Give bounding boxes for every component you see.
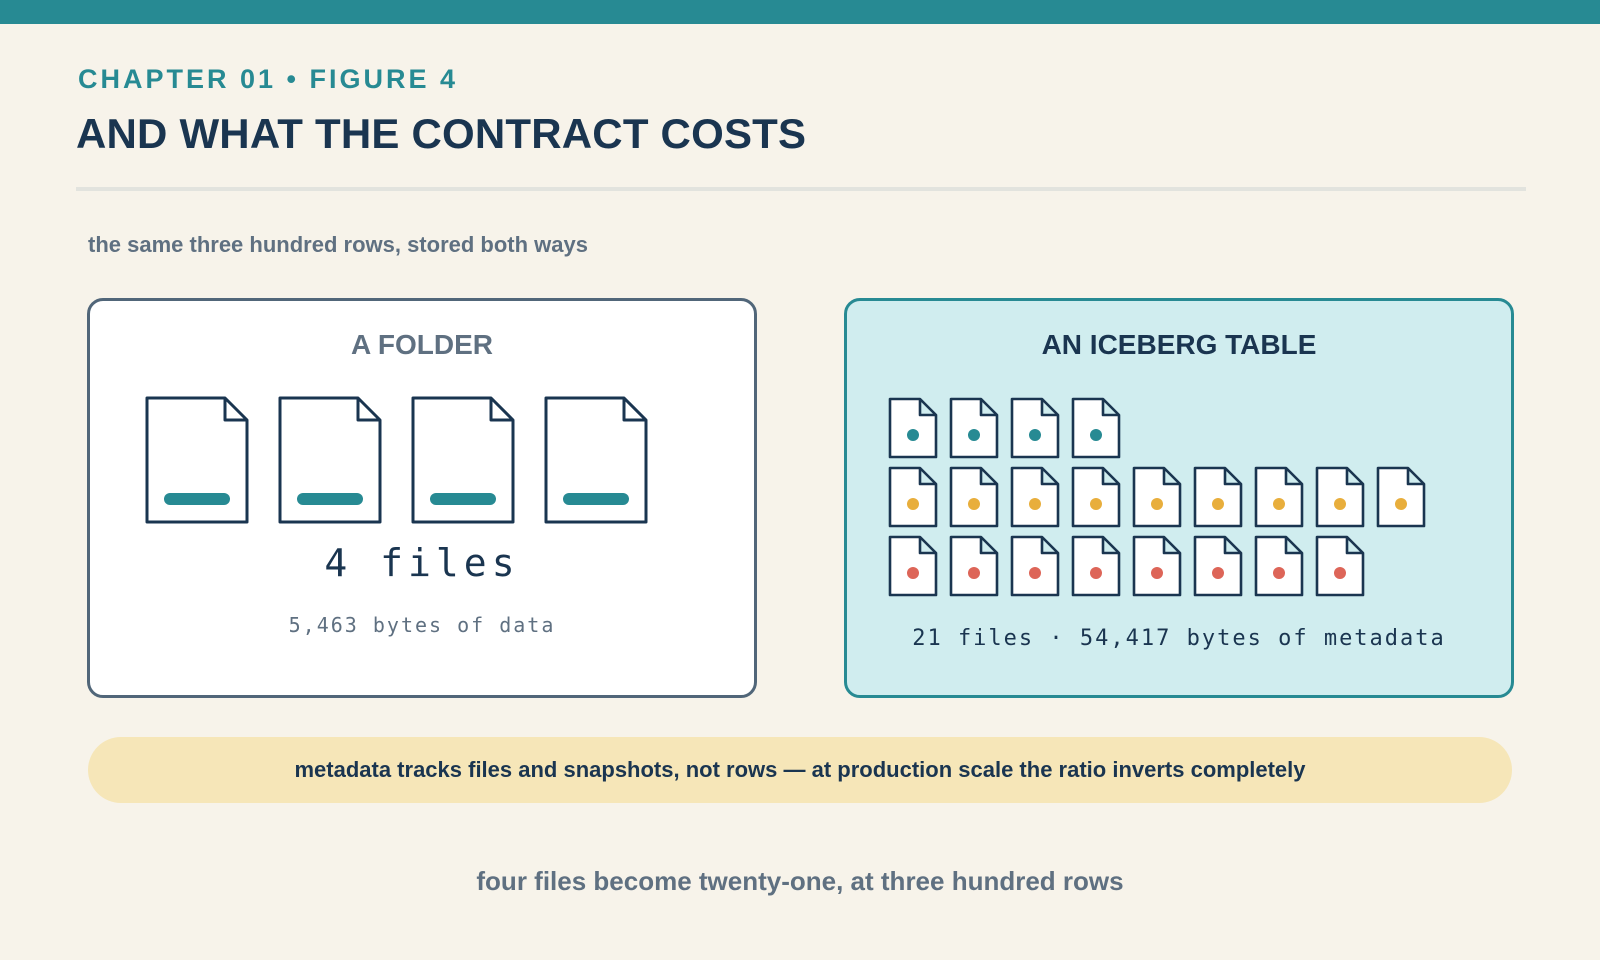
- folder-bytes-label: 5,463 bytes of data: [288, 613, 556, 637]
- page-title: AND WHAT THE CONTRACT COSTS: [76, 110, 807, 157]
- metadata-file-icon: [888, 466, 938, 533]
- chapter-eyebrow: CHAPTER 01 • FIGURE 4: [78, 64, 459, 94]
- folder-panel: A FOLDER 4 files 5,463 bytes of data: [87, 298, 757, 698]
- metadata-file-icon: [1193, 466, 1243, 533]
- folder-panel-title: A FOLDER: [350, 329, 494, 360]
- data-file-icon: [145, 396, 249, 529]
- top-accent-bar: [0, 0, 1600, 24]
- metadata-file-icon: [1132, 535, 1182, 602]
- data-file-icon: [278, 396, 382, 529]
- header-divider: [76, 187, 1526, 191]
- callout-banner: metadata tracks files and snapshots, not…: [88, 737, 1512, 803]
- figure-subtitle: the same three hundred rows, stored both…: [88, 232, 588, 257]
- metadata-file-icon: [1376, 466, 1426, 533]
- metadata-file-icon: [888, 535, 938, 602]
- metadata-file-icon: [949, 466, 999, 533]
- metadata-file-icon: [1315, 535, 1365, 602]
- metadata-file-icon: [1010, 397, 1060, 464]
- metadata-file-icon: [1193, 535, 1243, 602]
- metadata-file-icon: [1071, 535, 1121, 602]
- metadata-file-icon: [949, 535, 999, 602]
- metadata-file-icon: [1071, 397, 1121, 464]
- metadata-file-icon: [1315, 466, 1365, 533]
- iceberg-summary-label: 21 files · 54,417 bytes of metadata: [912, 626, 1446, 651]
- figure-caption: four files become twenty-one, at three h…: [476, 866, 1124, 896]
- metadata-file-icon: [1132, 466, 1182, 533]
- metadata-file-icon: [1254, 466, 1304, 533]
- metadata-file-icon: [888, 397, 938, 464]
- data-file-icon: [544, 396, 648, 529]
- data-file-icon: [411, 396, 515, 529]
- metadata-file-icon: [1010, 466, 1060, 533]
- metadata-file-icon: [1010, 535, 1060, 602]
- folder-file-count: 4 files: [324, 541, 520, 585]
- iceberg-panel-title: AN ICEBERG TABLE: [1041, 329, 1317, 360]
- metadata-file-icon: [1254, 535, 1304, 602]
- metadata-file-icon: [949, 397, 999, 464]
- iceberg-panel: AN ICEBERG TABLE 21 files · 54,417 bytes…: [844, 298, 1514, 698]
- metadata-file-icon: [1071, 466, 1121, 533]
